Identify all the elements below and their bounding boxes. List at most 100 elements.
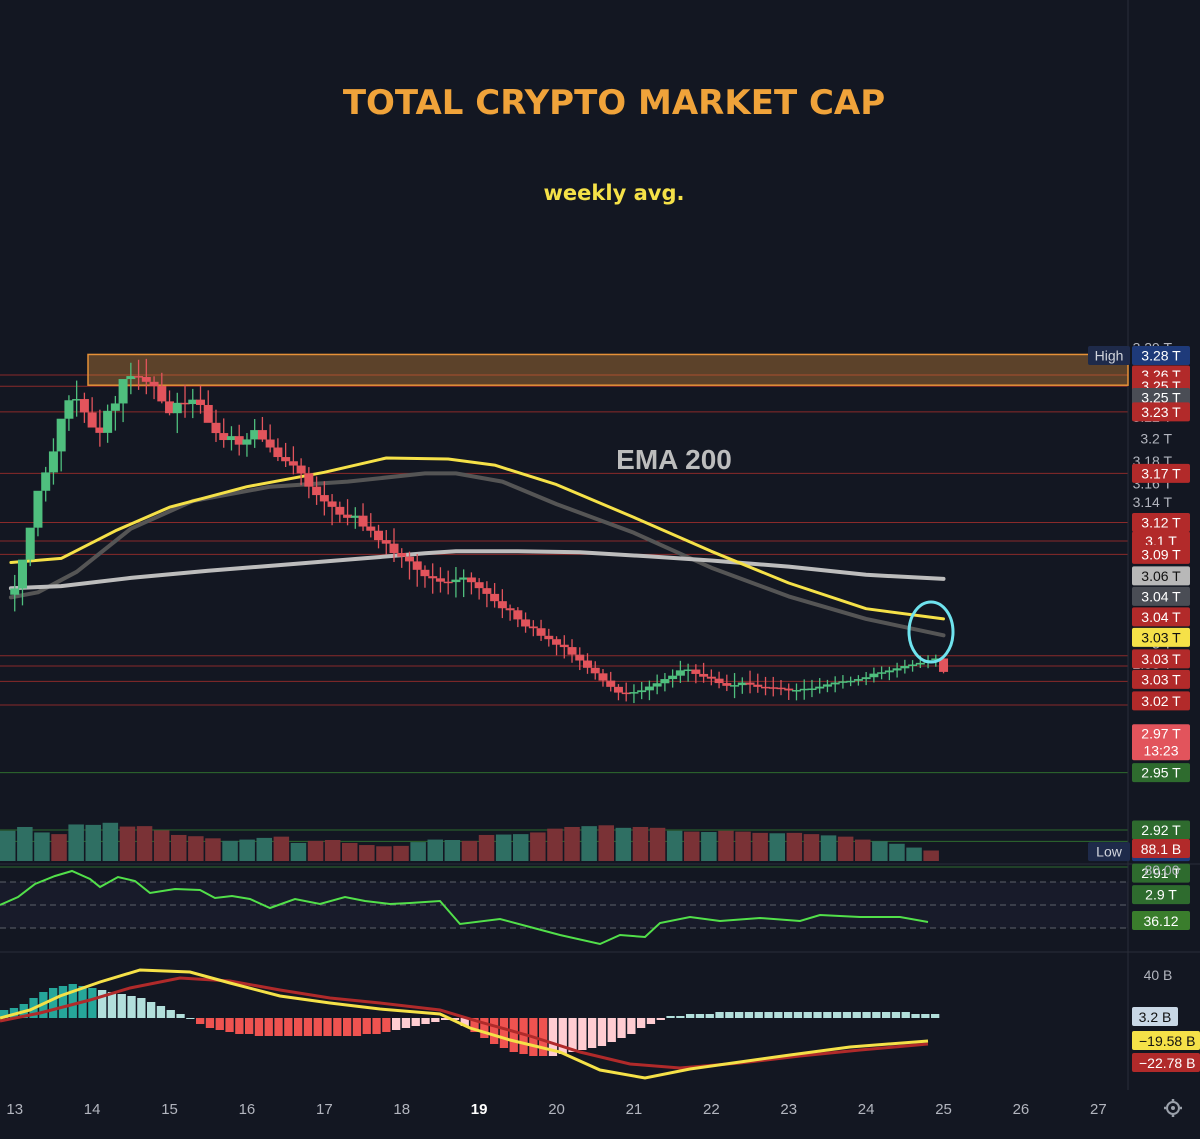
candle-body <box>505 608 515 611</box>
volume-bar <box>547 828 563 861</box>
candle-body <box>559 644 569 648</box>
price-badge-bg <box>1132 586 1190 606</box>
macd-histogram-bar <box>186 1018 195 1019</box>
candle-body <box>675 670 685 676</box>
candle <box>451 567 461 598</box>
volume-bar <box>34 832 50 861</box>
candle <box>304 467 314 499</box>
x-tick-label: 21 <box>626 1101 643 1118</box>
price-badge-countdown: 13:23 <box>1143 743 1178 759</box>
candle-body <box>652 683 662 687</box>
candle-body <box>822 684 832 687</box>
macd-histogram-bar <box>284 1018 293 1036</box>
macd-histogram-bar <box>558 1018 567 1054</box>
candle <box>126 362 136 395</box>
volume-bar <box>359 845 375 861</box>
candle-body <box>288 461 298 466</box>
candle <box>745 670 755 694</box>
candle-body <box>861 677 871 680</box>
price-badge-value: 2.95 T <box>1141 765 1181 781</box>
candle <box>691 664 701 684</box>
volume-bar <box>51 834 67 861</box>
candle-body <box>312 486 322 496</box>
macd-histogram-bar <box>343 1018 352 1036</box>
candle <box>652 674 662 695</box>
candle-body <box>219 433 229 441</box>
candle <box>776 679 786 696</box>
candle <box>474 578 484 600</box>
macd-histogram-bar <box>225 1018 234 1032</box>
candle <box>110 395 120 431</box>
x-tick-label: 26 <box>1013 1101 1030 1118</box>
candle <box>265 424 275 453</box>
macd-histogram-bar <box>68 984 77 1018</box>
candle-body <box>126 376 136 380</box>
volume-bar <box>820 835 837 861</box>
candle-body <box>521 619 531 627</box>
candle-body <box>172 402 182 414</box>
volume-bar <box>410 842 426 861</box>
volume-badge: 88.1 B <box>1141 841 1181 857</box>
candle-body <box>575 654 585 661</box>
candle <box>908 660 918 672</box>
macd-histogram-bar <box>842 1012 852 1018</box>
chart-settings-icon[interactable] <box>1164 1099 1182 1117</box>
candle <box>459 569 469 598</box>
macd-histogram-bar <box>735 1012 744 1018</box>
volume-bar <box>136 826 153 861</box>
candle-body <box>203 404 213 423</box>
price-badge-bg <box>1132 544 1190 564</box>
price-badge-bg <box>1132 566 1190 586</box>
candle-body <box>513 610 523 620</box>
candle-body <box>544 635 554 640</box>
volume-bar <box>324 840 341 861</box>
x-tick-label: 16 <box>239 1101 256 1118</box>
candle <box>567 639 577 663</box>
candle <box>668 669 678 688</box>
candle-body <box>482 588 492 594</box>
candle-body <box>815 686 825 689</box>
macd-axis-label: 40 B <box>1144 967 1173 983</box>
volume-bar <box>564 826 580 861</box>
volume-bar <box>530 832 546 861</box>
price-badge-bg <box>1132 607 1190 627</box>
candle-body <box>350 515 360 518</box>
candle <box>714 671 724 689</box>
volume-bar <box>906 847 922 861</box>
macd-histogram-bar <box>107 992 117 1018</box>
macd-histogram-bar <box>627 1018 636 1034</box>
volume-bar <box>632 826 649 861</box>
candle <box>675 660 685 683</box>
rsi-badge-bg <box>1132 911 1190 930</box>
macd-histogram-bar <box>646 1018 656 1024</box>
candle <box>389 528 399 563</box>
volume-bar <box>786 832 803 861</box>
volume-bar <box>495 834 512 861</box>
price-badge-bg <box>1132 763 1190 783</box>
candle <box>799 679 809 700</box>
price-badge-bg <box>1132 669 1190 689</box>
candle <box>699 662 709 683</box>
candle <box>103 404 113 443</box>
macd-histogram-bar <box>372 1018 381 1034</box>
candle-body <box>660 679 670 684</box>
macd-histogram-bar <box>519 1018 528 1054</box>
macd-histogram-bar <box>117 994 126 1018</box>
macd-histogram-bar <box>764 1012 773 1018</box>
price-badge-bg <box>1132 463 1190 483</box>
volume-bar <box>222 840 238 861</box>
candle <box>846 676 856 687</box>
volume-bar <box>376 846 392 861</box>
candle <box>660 673 670 692</box>
candle-body <box>474 582 484 589</box>
macd-histogram-bar <box>705 1014 714 1018</box>
candle-body <box>265 439 275 448</box>
x-tick-label: 15 <box>161 1101 178 1118</box>
macd-histogram-bar <box>901 1012 910 1018</box>
other-ma-line <box>8 471 946 638</box>
candle <box>180 384 190 418</box>
candle-body <box>17 559 27 589</box>
candle <box>583 653 592 674</box>
macd-histogram-bar <box>362 1018 371 1034</box>
